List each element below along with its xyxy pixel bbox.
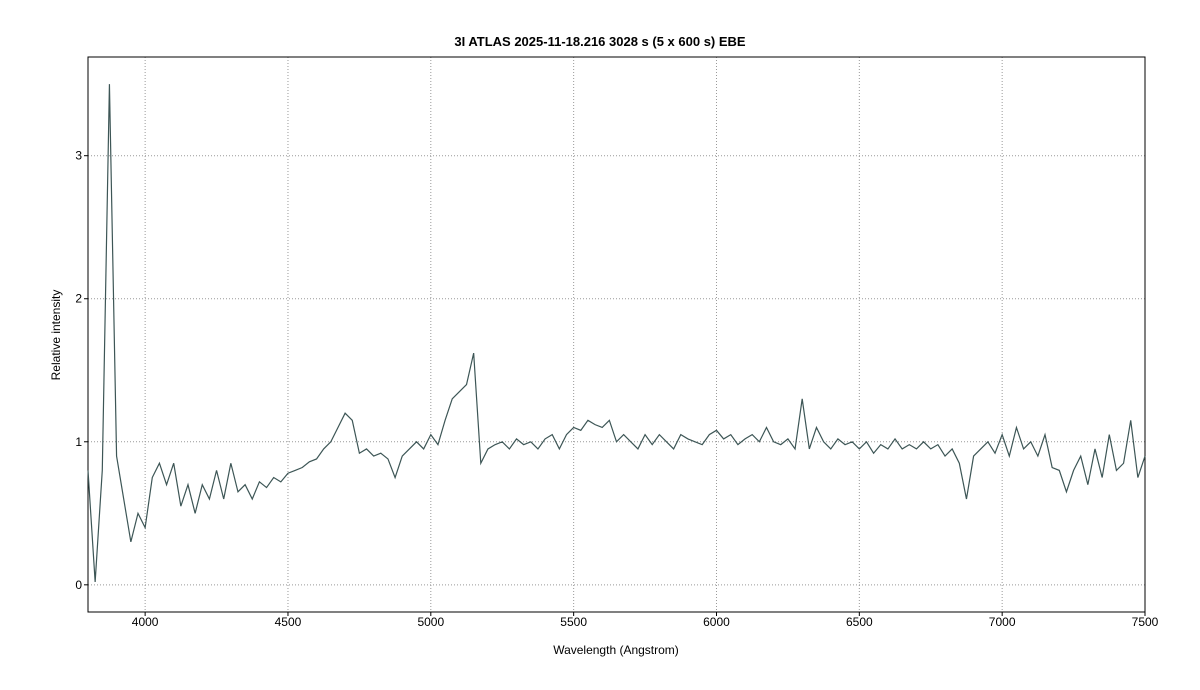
- y-tick-label: 0: [75, 578, 82, 592]
- x-tick-label: 7000: [989, 615, 1016, 629]
- y-tick-label: 3: [75, 149, 82, 163]
- x-tick-label: 7500: [1132, 615, 1159, 629]
- y-axis-label: Relative intensity: [49, 290, 63, 381]
- x-tick-label: 5500: [560, 615, 587, 629]
- x-tick-label: 4000: [132, 615, 159, 629]
- plot-frame: [87, 56, 1146, 613]
- y-tick-label: 2: [75, 292, 82, 306]
- y-tick-label: 1: [75, 435, 82, 449]
- x-tick-label: 6000: [703, 615, 730, 629]
- x-tick-label: 6500: [846, 615, 873, 629]
- x-tick-label: 5000: [417, 615, 444, 629]
- spectrum-line: [87, 84, 1146, 582]
- chart-title: 3I ATLAS 2025-11-18.216 3028 s (5 x 600 …: [454, 34, 746, 49]
- x-tick-label: 4500: [275, 615, 302, 629]
- x-axis-label: Wavelength (Angstrom): [553, 643, 679, 657]
